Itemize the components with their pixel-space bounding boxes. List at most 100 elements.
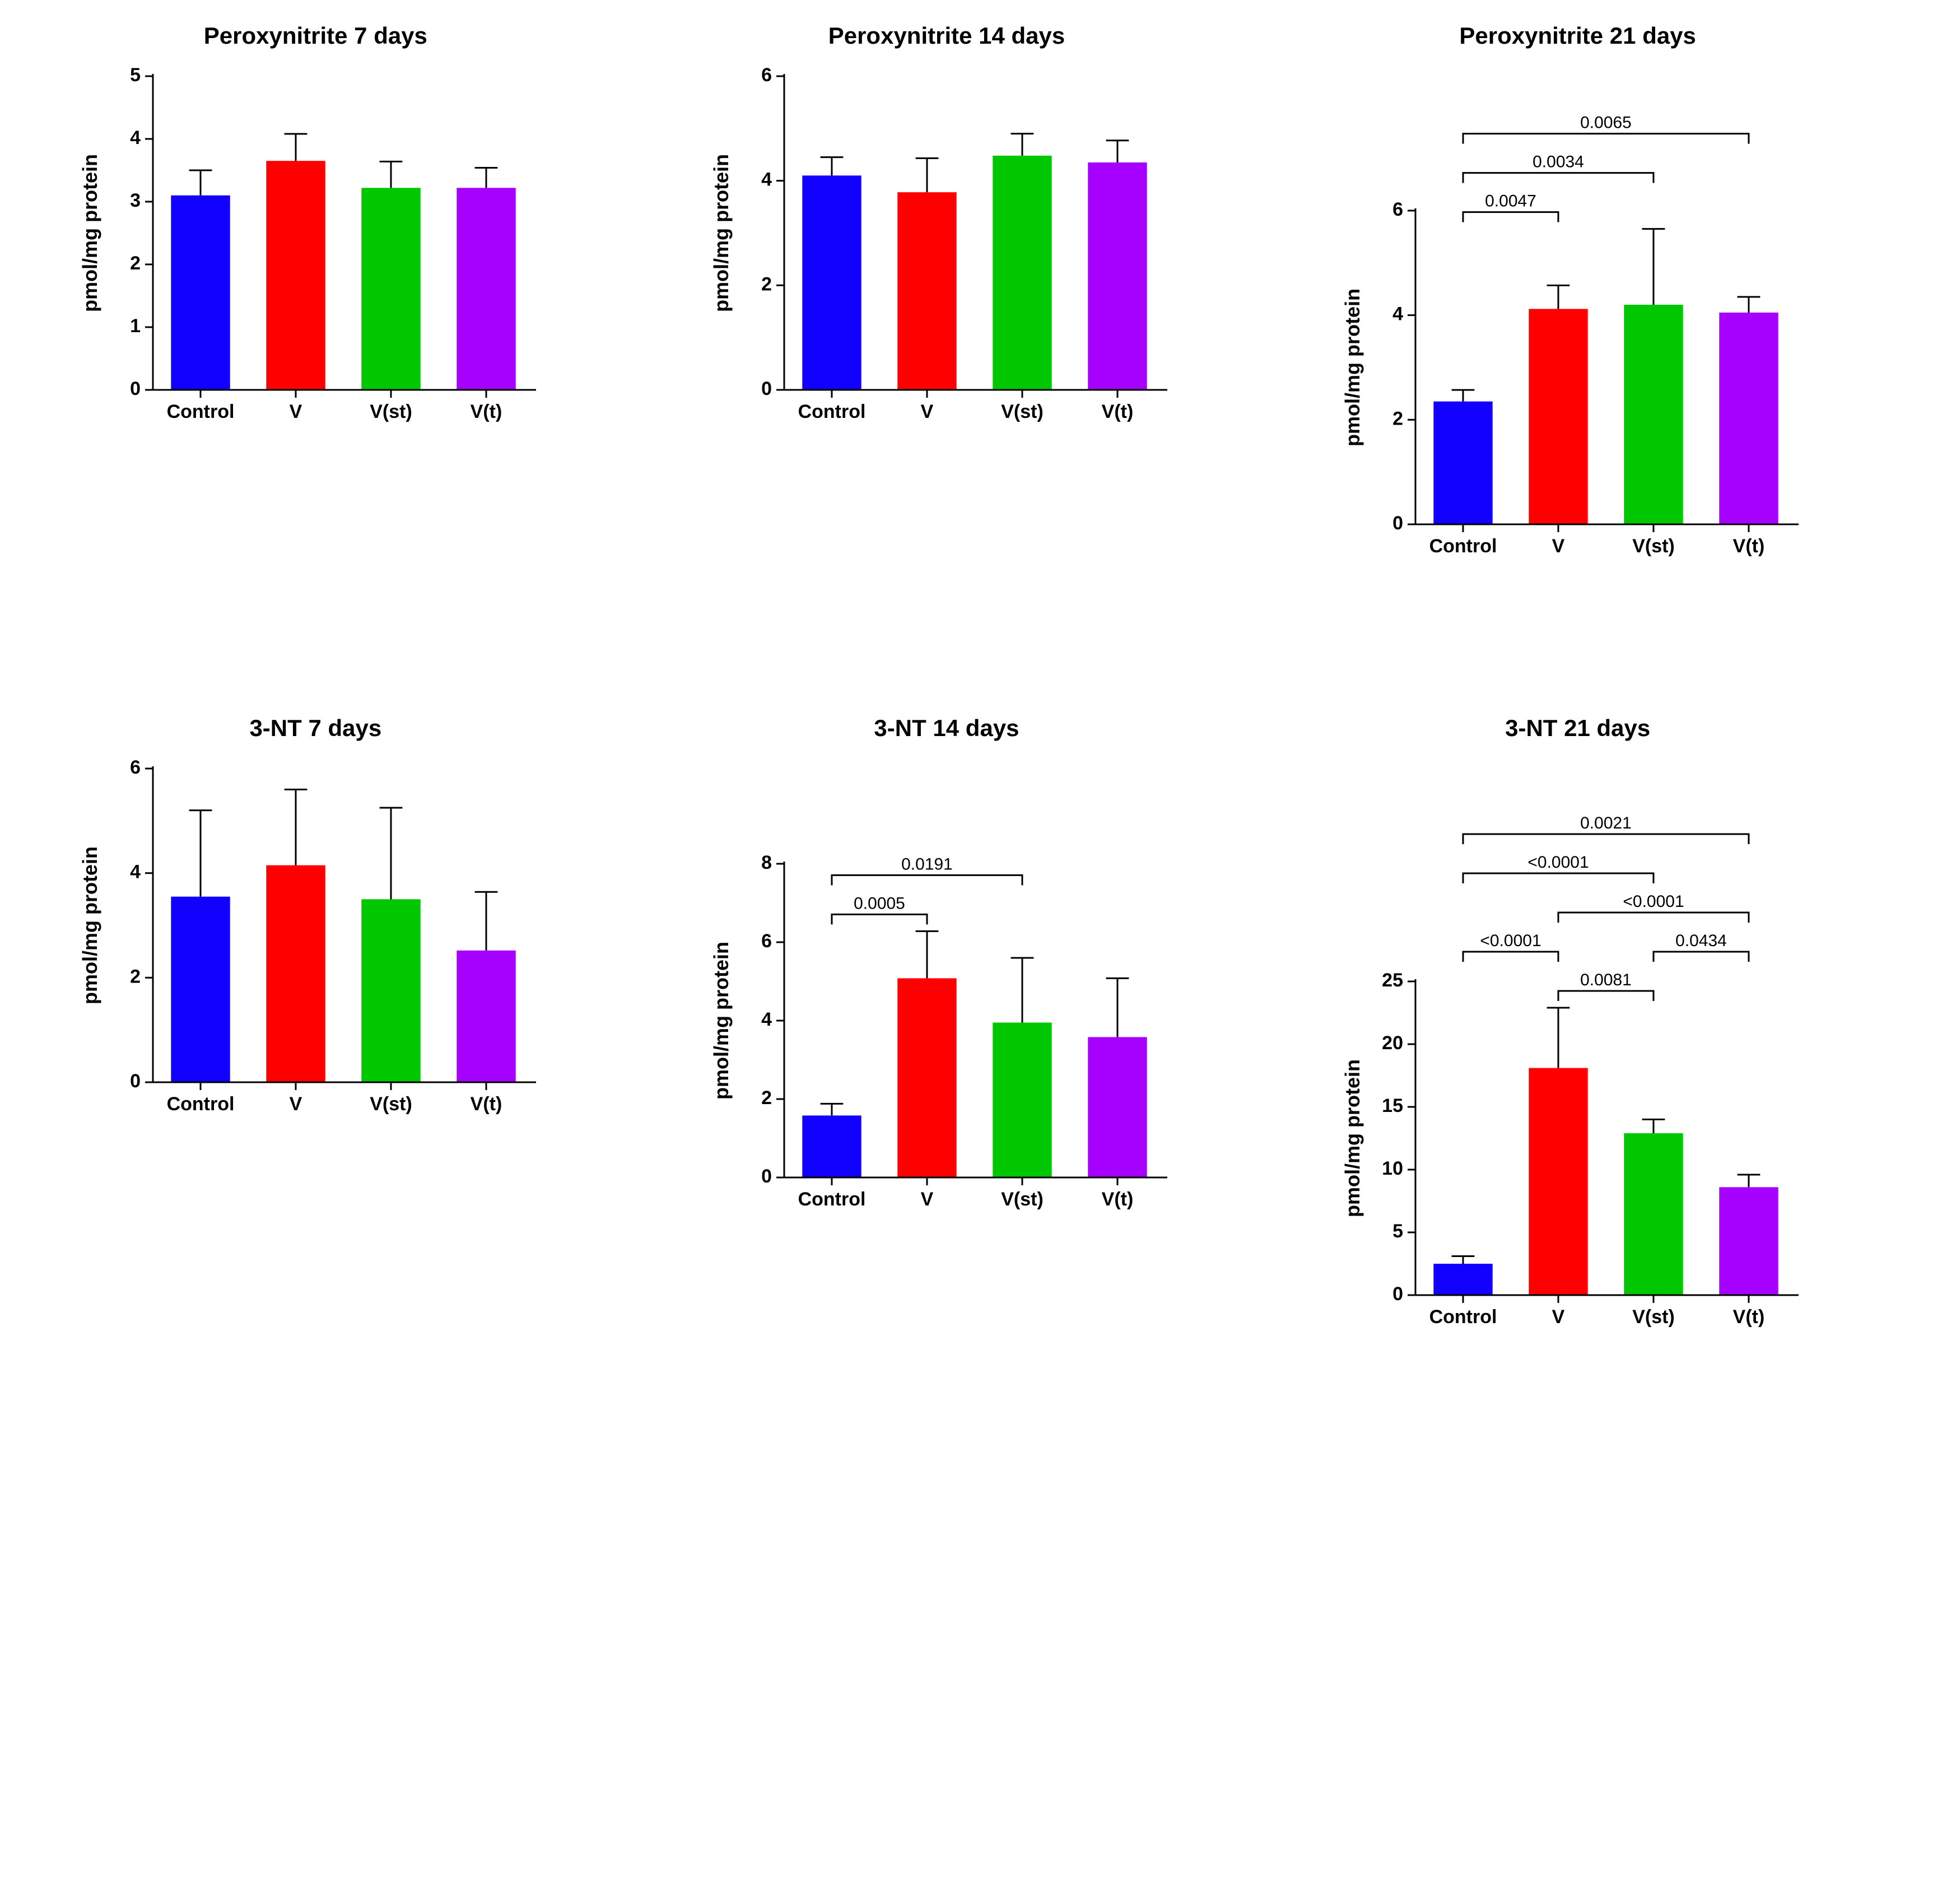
- bar: [993, 1023, 1051, 1178]
- bar-chart-svg: 0246ControlVV(st)V(t)pmol/mg protein0.00…: [1326, 59, 1830, 569]
- bar: [1624, 1133, 1683, 1295]
- bar: [1433, 1264, 1492, 1295]
- chart-svg-slot: 0246ControlVV(st)V(t)pmol/mg protein: [695, 59, 1199, 435]
- bar: [457, 188, 516, 390]
- bar: [1529, 1068, 1587, 1295]
- bar-chart-svg: 0 1 2 3 4 5 Control V V(st) V(t) pmol/mg protein: [63, 59, 567, 435]
- significance-label: 0.0034: [1533, 153, 1584, 171]
- significance-label: <0.0001: [1480, 932, 1541, 950]
- bar: [1088, 1037, 1147, 1177]
- y-axis-label: pmol/mg protein: [78, 154, 101, 312]
- y-tick-label: 15: [1382, 1095, 1403, 1116]
- chart-grid: Peroxynitrite 7 days 0 1 2 3 4 5 Control V V(st)…: [22, 22, 1871, 1340]
- bar-chart-svg: 0510152025ControlVV(st)V(t)pmol/mg prote…: [1326, 752, 1830, 1340]
- panel-title: Peroxynitrite 14 days: [828, 22, 1065, 49]
- significance-label: <0.0001: [1527, 853, 1589, 872]
- chart-svg-slot: 02468ControlVV(st)V(t)pmol/mg protein0.0…: [695, 752, 1199, 1222]
- x-tick-label: V: [921, 1189, 934, 1210]
- x-tick-label: V(st): [370, 1093, 413, 1115]
- bar: [993, 156, 1051, 390]
- bar: [171, 897, 230, 1082]
- y-tick-label: 10: [1382, 1158, 1403, 1179]
- bar: [1624, 305, 1683, 524]
- y-tick-label: 0: [130, 378, 141, 399]
- y-tick-label: 3: [130, 190, 141, 211]
- y-tick-label: 1: [130, 315, 141, 337]
- bar: [362, 899, 421, 1082]
- x-tick-label: Control: [1429, 536, 1497, 557]
- x-tick-label: V(st): [1632, 1306, 1675, 1328]
- panel-title: 3-NT 7 days: [249, 715, 381, 742]
- bar: [802, 175, 861, 390]
- y-axis-label: pmol/mg protein: [1341, 1059, 1364, 1217]
- x-tick-label: V(t): [471, 401, 502, 422]
- y-tick-label: 2: [761, 1087, 772, 1109]
- y-tick-label: 8: [761, 852, 772, 873]
- x-tick-label: Control: [798, 401, 866, 422]
- panel-title: 3-NT 14 days: [874, 715, 1019, 742]
- y-tick-label: 6: [761, 64, 772, 86]
- y-tick-label: 4: [130, 127, 141, 148]
- x-tick-label: V(t): [1732, 536, 1764, 557]
- panel-title: Peroxynitrite 21 days: [1459, 22, 1696, 49]
- y-tick-label: 25: [1382, 970, 1403, 991]
- bar: [362, 188, 421, 390]
- y-tick-label: 6: [1392, 199, 1403, 220]
- y-axis-label: pmol/mg protein: [78, 846, 101, 1004]
- panel-3nt-21: 3-NT 21 days 0510152025ControlVV(st)V(t)…: [1284, 715, 1871, 1340]
- x-tick-label: Control: [167, 1093, 235, 1115]
- y-axis-label: pmol/mg protein: [1341, 288, 1364, 446]
- x-tick-label: V: [1552, 1306, 1564, 1328]
- y-tick-label: 2: [130, 253, 141, 274]
- bar: [267, 161, 325, 390]
- significance-label: 0.0081: [1580, 971, 1632, 989]
- y-tick-label: 0: [130, 1070, 141, 1092]
- x-tick-label: V(t): [471, 1093, 502, 1115]
- chart-svg-slot: 0 2 4 6 Control V V(st) V(t) pmol/mg protein: [63, 752, 567, 1127]
- bar: [897, 192, 956, 390]
- bar: [802, 1115, 861, 1177]
- x-tick-label: V(st): [1001, 1189, 1044, 1210]
- significance-label: 0.0021: [1580, 814, 1632, 832]
- y-tick-label: 4: [761, 1009, 772, 1030]
- bar: [1719, 313, 1778, 524]
- x-tick-label: V(st): [370, 401, 413, 422]
- y-tick-label: 2: [761, 273, 772, 295]
- bar: [267, 865, 325, 1082]
- y-tick-label: 4: [761, 169, 772, 190]
- significance-label: 0.0434: [1675, 932, 1727, 950]
- x-tick-label: V: [921, 401, 934, 422]
- bar: [1088, 162, 1147, 390]
- x-tick-label: V(t): [1732, 1306, 1764, 1328]
- y-tick-label: 0: [1392, 513, 1403, 534]
- y-tick-label: 20: [1382, 1032, 1403, 1054]
- y-axis-label: pmol/mg protein: [710, 154, 733, 312]
- chart-svg-slot: 0 1 2 3 4 5 Control V V(st) V(t) pmol/mg protein: [63, 59, 567, 435]
- x-tick-label: V: [290, 1093, 302, 1115]
- bar-chart-svg: 0246ControlVV(st)V(t)pmol/mg protein: [695, 59, 1199, 435]
- panel-title: Peroxynitrite 7 days: [204, 22, 427, 49]
- x-tick-label: V(st): [1632, 536, 1675, 557]
- y-tick-label: 5: [130, 64, 141, 86]
- y-tick-label: 4: [130, 862, 141, 883]
- panel-peroxynitrite-7: Peroxynitrite 7 days 0 1 2 3 4 5 Control V V(st)…: [22, 22, 609, 648]
- bar: [457, 951, 516, 1082]
- y-tick-label: 5: [1392, 1221, 1403, 1242]
- chart-svg-slot: 0246ControlVV(st)V(t)pmol/mg protein0.00…: [1326, 59, 1830, 569]
- significance-label: <0.0001: [1623, 892, 1684, 911]
- x-tick-label: V: [1552, 536, 1564, 557]
- x-tick-label: V: [290, 401, 302, 422]
- y-axis-label: pmol/mg protein: [710, 942, 733, 1100]
- x-tick-label: Control: [167, 401, 235, 422]
- y-tick-label: 6: [130, 757, 141, 778]
- panel-title: 3-NT 21 days: [1505, 715, 1650, 742]
- x-tick-label: V(st): [1001, 401, 1044, 422]
- bar: [1433, 402, 1492, 524]
- y-tick-label: 2: [130, 966, 141, 987]
- y-tick-label: 0: [1392, 1283, 1403, 1305]
- x-tick-label: Control: [798, 1189, 866, 1210]
- panel-3nt-7: 3-NT 7 days 0 2 4 6 Control V V(st) V(t) pmol/mg…: [22, 715, 609, 1340]
- bar-chart-svg: 02468ControlVV(st)V(t)pmol/mg protein0.0…: [695, 752, 1199, 1222]
- y-tick-label: 0: [761, 1166, 772, 1187]
- significance-label: 0.0065: [1580, 114, 1632, 132]
